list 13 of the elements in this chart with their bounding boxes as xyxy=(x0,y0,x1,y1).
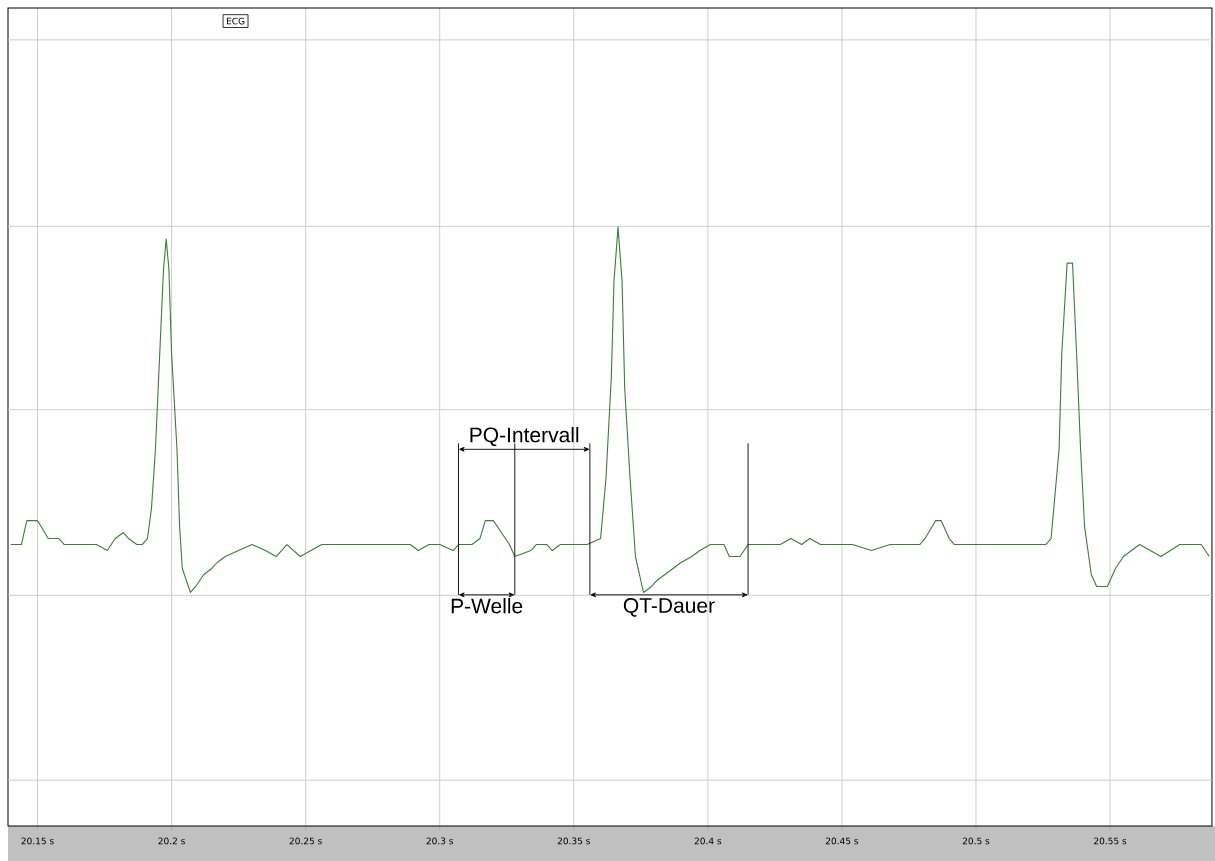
annotation: QT-Dauer xyxy=(623,598,715,617)
text: ECG xyxy=(226,17,245,25)
x-tick-label: 20.5 s xyxy=(962,837,990,845)
x-tick-label: 20.35 s xyxy=(557,837,590,845)
x-tick-label: 20.25 s xyxy=(289,837,322,845)
annotation: P-Welle xyxy=(451,598,523,614)
x-tick-label: 20.3 s xyxy=(426,837,454,845)
x-tick-label: 20.55 s xyxy=(1094,837,1127,845)
x-tick-label: 20.15 s xyxy=(21,837,54,845)
x-tick-label: 20.45 s xyxy=(825,837,859,845)
x-tick-label: 20.4 s xyxy=(694,837,722,845)
annotation: PQ-Intervall xyxy=(470,426,579,447)
x-tick-label: 20.2 s xyxy=(158,837,185,845)
